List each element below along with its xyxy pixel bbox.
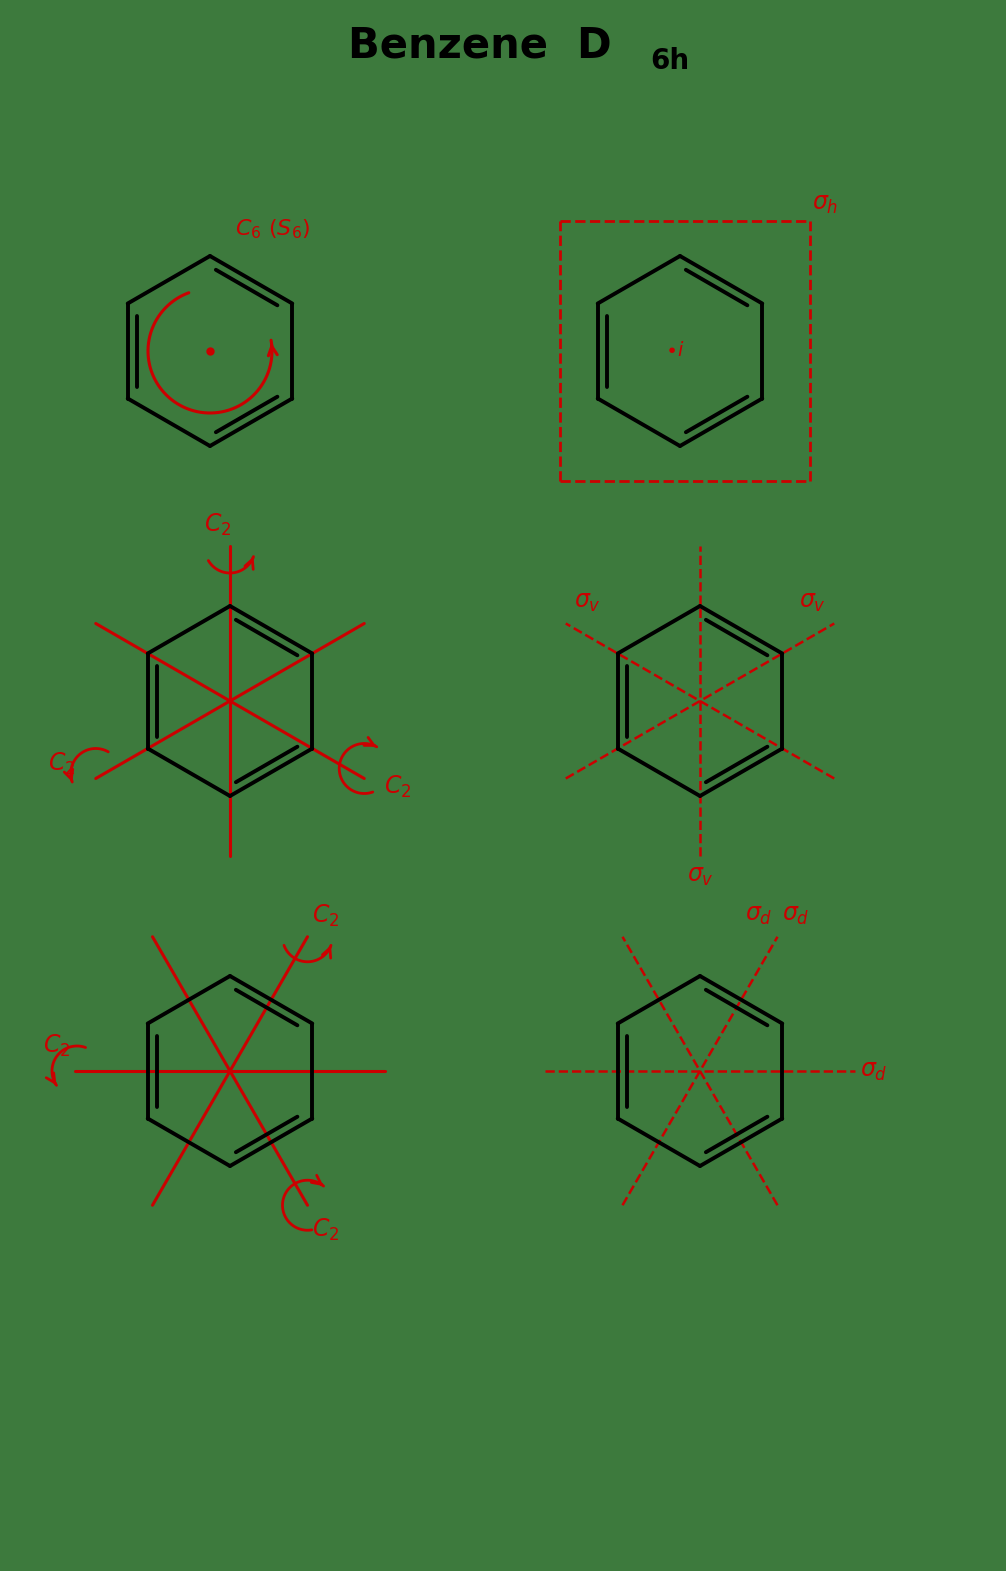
Text: Benzene  D: Benzene D <box>348 25 612 68</box>
Text: $\mathit{C_2}$: $\mathit{C_2}$ <box>48 751 75 776</box>
Text: $\mathit{C_2}$: $\mathit{C_2}$ <box>42 1032 70 1059</box>
Text: 6h: 6h <box>650 47 689 75</box>
Text: $\mathit{\sigma_d}$: $\mathit{\sigma_d}$ <box>783 903 810 927</box>
Text: $\mathit{\sigma_v}$: $\mathit{\sigma_v}$ <box>686 864 713 888</box>
Text: $\mathit{C_2}$: $\mathit{C_2}$ <box>384 773 411 800</box>
Text: $\mathit{\sigma_v}$: $\mathit{\sigma_v}$ <box>573 589 601 614</box>
Text: $\mathit{\sigma_d}$: $\mathit{\sigma_d}$ <box>745 903 773 927</box>
Text: $\mathit{C_2}$: $\mathit{C_2}$ <box>313 1218 340 1243</box>
Text: $\mathit{\sigma_d}$: $\mathit{\sigma_d}$ <box>860 1059 887 1082</box>
Text: $\mathit{\sigma_v}$: $\mathit{\sigma_v}$ <box>800 589 826 614</box>
Text: $\mathit{C_2}$: $\mathit{C_2}$ <box>204 512 231 537</box>
Text: $\mathit{C_2}$: $\mathit{C_2}$ <box>313 903 340 928</box>
Text: $\bullet i$: $\bullet i$ <box>665 341 685 360</box>
Text: $\mathit{C_6\ (S_6)}$: $\mathit{C_6\ (S_6)}$ <box>235 217 310 240</box>
Text: $\mathit{\sigma_h}$: $\mathit{\sigma_h}$ <box>812 192 838 215</box>
